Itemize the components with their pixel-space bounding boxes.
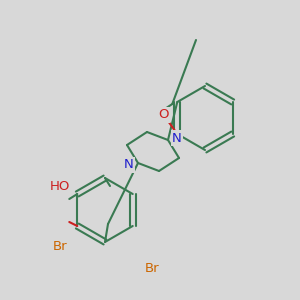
Text: HO: HO [50, 181, 70, 194]
Text: Br: Br [53, 241, 67, 254]
Text: N: N [172, 131, 182, 145]
Text: Br: Br [145, 262, 159, 275]
Text: N: N [124, 158, 134, 172]
Text: O: O [158, 109, 169, 122]
